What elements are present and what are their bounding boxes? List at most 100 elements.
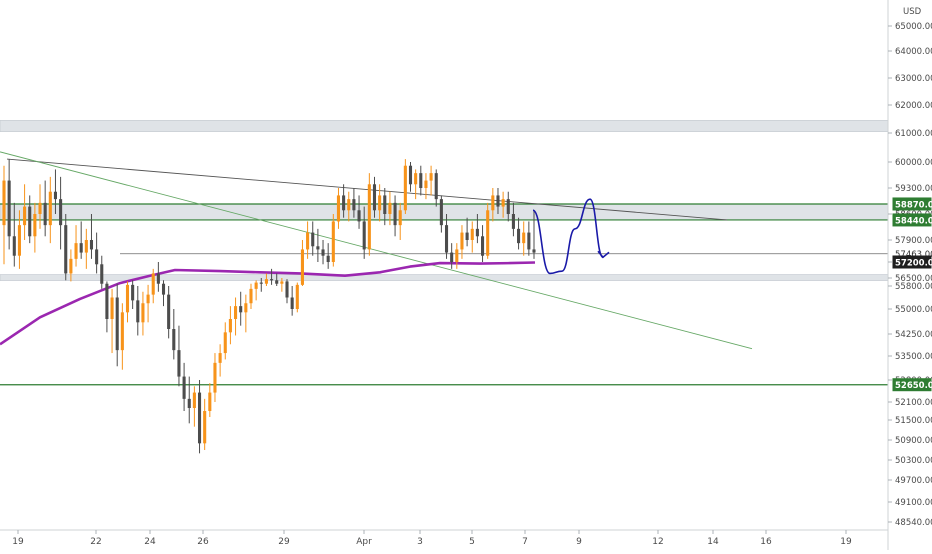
candle — [105, 281, 109, 333]
candle — [424, 173, 428, 200]
zones-layer — [0, 120, 889, 281]
candle — [259, 278, 263, 292]
candle-body — [223, 332, 227, 354]
candle-body — [419, 173, 423, 188]
candle — [223, 322, 227, 360]
price-tick-label: 57900.00 — [895, 236, 932, 246]
candle-body — [110, 297, 114, 319]
candle-body — [450, 252, 454, 262]
candle-body — [146, 294, 150, 304]
candle-body — [136, 300, 140, 323]
price-tick-label: 56500.00 — [895, 274, 932, 284]
time-tick-label: 16 — [760, 537, 772, 547]
candle — [203, 398, 207, 450]
candle — [23, 184, 27, 240]
candle — [151, 268, 155, 304]
price-label: 58870.00 — [892, 197, 932, 211]
candle-body — [439, 199, 443, 226]
time-tick-label: 7 — [522, 537, 528, 547]
candle-body — [84, 240, 88, 253]
candle — [254, 280, 258, 301]
candle-body — [7, 180, 11, 237]
candle-body — [17, 225, 21, 256]
candle — [100, 255, 104, 289]
candle — [388, 191, 392, 226]
price-tick-label: 55000.00 — [895, 305, 932, 315]
price-tick-label: 65000.00 — [895, 22, 932, 32]
candle — [17, 210, 21, 269]
candle — [362, 206, 366, 259]
candle-body — [362, 221, 366, 250]
candle — [12, 202, 16, 267]
candle-body — [429, 173, 433, 181]
candle-body — [249, 288, 253, 304]
candle — [429, 165, 433, 196]
candle — [439, 195, 443, 233]
candle-body — [64, 225, 68, 274]
price-label-bg — [892, 378, 932, 392]
time-tick-label: 24 — [144, 537, 156, 547]
candle — [398, 202, 402, 240]
price-tick-label: 54250.00 — [895, 330, 932, 340]
price-label-text: 58440.00 — [895, 216, 932, 226]
candle-body — [131, 284, 135, 301]
candle — [177, 325, 181, 387]
candle-body — [475, 228, 479, 237]
candle-body — [444, 225, 449, 253]
candle — [249, 283, 253, 309]
candle-body — [424, 180, 428, 188]
candle — [131, 280, 135, 309]
candle — [475, 214, 479, 244]
candle-body — [167, 294, 171, 329]
price-tick-label: 60000.00 — [895, 158, 932, 168]
candle-body — [378, 195, 382, 211]
candle — [141, 291, 145, 336]
candle-body — [460, 232, 464, 250]
candle — [367, 173, 371, 256]
time-tick-label: 19 — [840, 537, 852, 547]
lines-layer — [0, 151, 888, 386]
candle-body — [275, 280, 279, 284]
candle — [414, 169, 418, 200]
candle — [408, 162, 413, 192]
ma-layer — [0, 261, 536, 346]
candle — [419, 165, 423, 196]
candle-body — [414, 173, 418, 185]
time-tick-label: 29 — [278, 537, 290, 547]
candle-body — [234, 306, 238, 319]
candle — [74, 225, 78, 267]
candle-body — [506, 199, 510, 214]
time-tick-label: 3 — [417, 537, 423, 547]
candle-body — [38, 202, 42, 214]
candle-body — [300, 249, 304, 285]
candle-body — [213, 362, 217, 393]
candle-body — [239, 306, 243, 313]
candle — [120, 303, 124, 370]
candle-body — [372, 184, 377, 211]
candle — [161, 280, 166, 307]
price-label-text: 52650.00 — [895, 381, 932, 391]
candle-body — [259, 282, 263, 284]
candle — [517, 217, 521, 250]
candle — [455, 243, 459, 269]
currency-label: USD — [903, 7, 922, 17]
candle — [342, 184, 346, 218]
candle-body — [511, 214, 515, 229]
time-tick-label: 9 — [576, 537, 582, 547]
candle-body — [48, 191, 52, 226]
candle — [125, 281, 130, 323]
price-tick-label: 52100.00 — [895, 398, 932, 408]
candle-body — [522, 232, 526, 244]
price-label: 58440.00 — [892, 213, 932, 227]
price-tick-label: 55800.00 — [895, 282, 932, 292]
candle-body — [151, 273, 155, 295]
candle-body — [367, 184, 371, 250]
price-tick-label: 49700.00 — [895, 476, 932, 486]
candle — [532, 210, 536, 259]
candle — [218, 344, 222, 377]
candle — [64, 214, 68, 281]
candle — [501, 191, 505, 218]
candle-body — [347, 199, 351, 211]
